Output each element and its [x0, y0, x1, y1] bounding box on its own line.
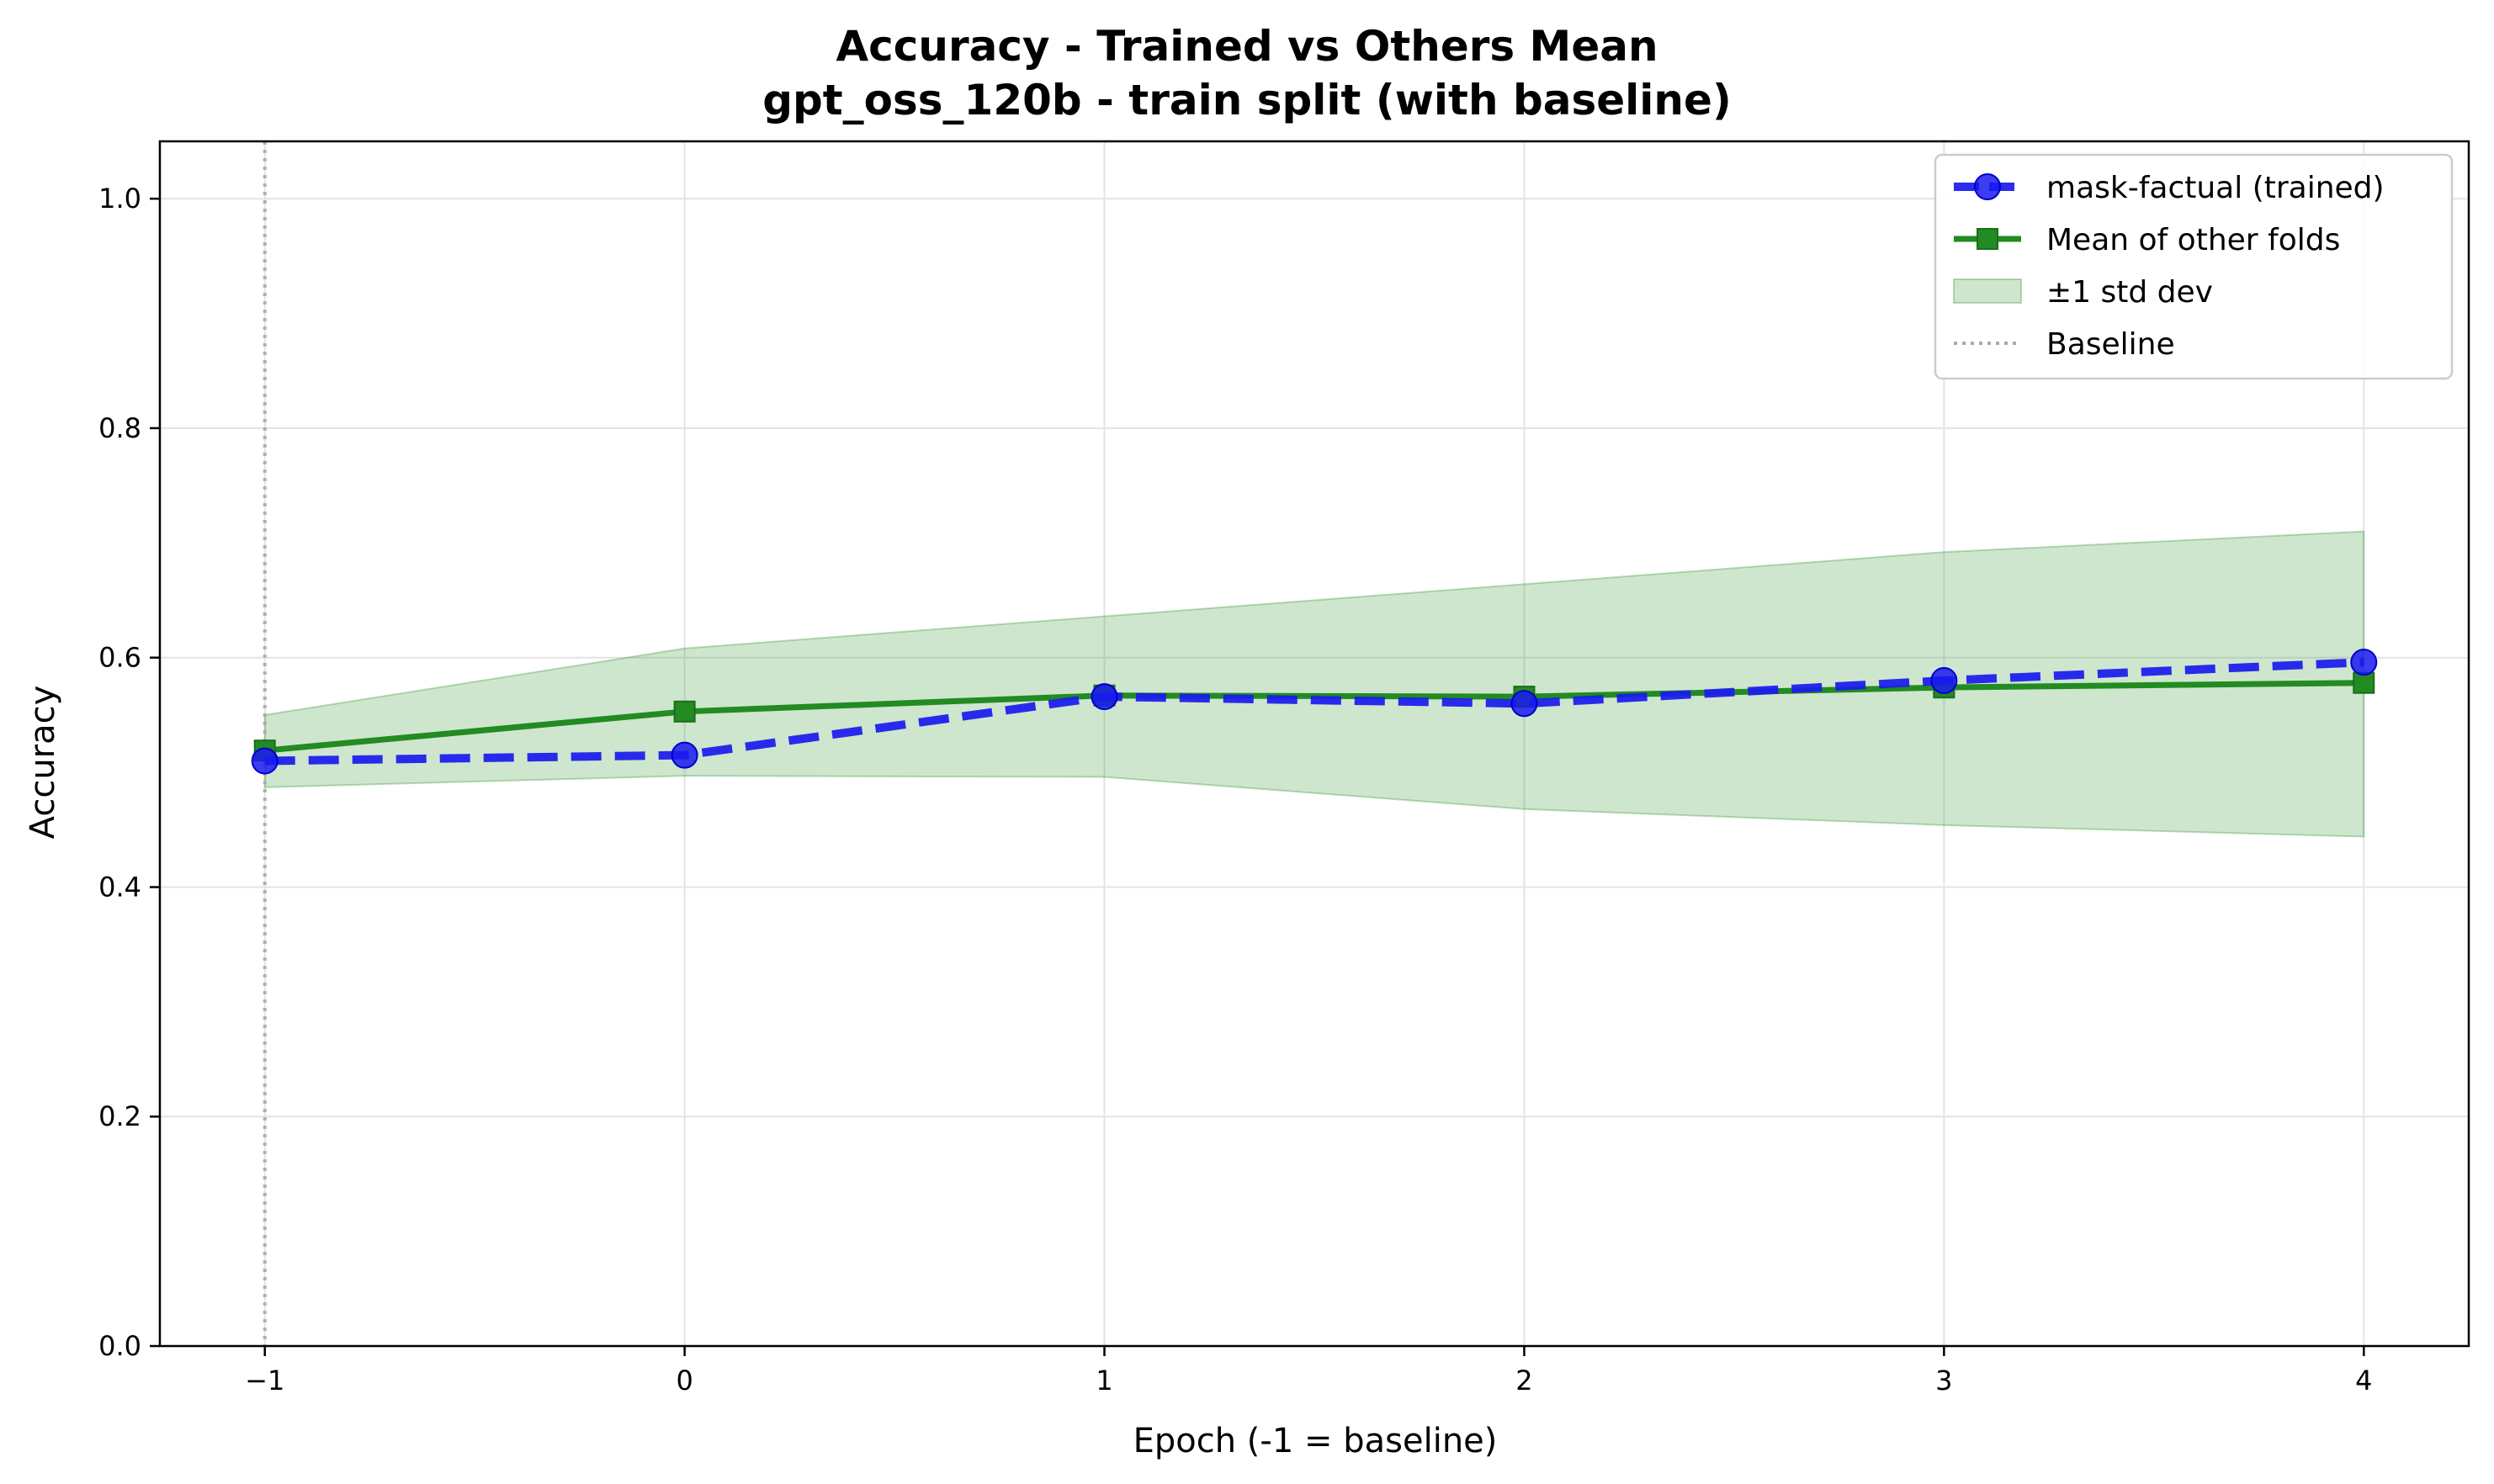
legend-label-trained: mask-factual (trained) — [2046, 171, 2385, 205]
y-tick-label-2: 0.4 — [98, 871, 141, 903]
legend-label-baseline: Baseline — [2046, 327, 2175, 362]
legend-box — [1934, 153, 2454, 380]
chart-subtitle: gpt_oss_120b - train split (with baselin… — [762, 76, 1732, 125]
y-tick-label-3: 0.6 — [98, 642, 141, 674]
point-mean-1 — [673, 700, 696, 723]
std-dev-band — [263, 530, 2365, 838]
x-tick-label-4: 3 — [1935, 1365, 1952, 1397]
x-tick-label-2: 1 — [1096, 1365, 1112, 1397]
x-axis-ticks: −1 0 1 2 3 4 — [245, 1346, 2372, 1397]
x-tick-label-3: 2 — [1515, 1365, 1532, 1397]
legend-label-mean: Mean of other folds — [2046, 223, 2340, 257]
point-trained-1 — [671, 741, 698, 769]
y-tick-label-4: 0.8 — [98, 412, 141, 444]
plot-area-frame — [158, 140, 2470, 1348]
point-trained-5 — [2350, 649, 2378, 676]
legend-label-band: ±1 std dev — [2046, 275, 2213, 310]
y-tick-label-0: 0.0 — [98, 1330, 141, 1362]
std-band-layer — [263, 530, 2365, 838]
chart-title: Accuracy - Trained vs Others Mean — [836, 22, 1658, 71]
x-tick-label-5: 4 — [2355, 1365, 2372, 1397]
series-line-trained — [264, 658, 2364, 766]
y-axis-label: Accuracy — [24, 686, 62, 840]
x-tick-label-0: −1 — [245, 1365, 284, 1397]
point-trained-4 — [1930, 666, 1958, 694]
legend: mask-factual (trained) Mean of other fold… — [1934, 153, 2454, 380]
point-trained-0 — [251, 747, 279, 775]
x-axis-label: Epoch (-1 = baseline) — [1133, 1422, 1498, 1460]
legend-handle-trained-marker — [1974, 173, 2001, 200]
point-trained-2 — [1090, 683, 1118, 711]
legend-handle-band — [1953, 278, 2022, 304]
point-trained-3 — [1510, 690, 1538, 718]
x-tick-label-1: 0 — [676, 1365, 692, 1397]
y-tick-label-1: 0.2 — [98, 1100, 141, 1132]
y-axis-ticks: 0.0 0.2 0.4 0.6 0.8 1.0 — [98, 183, 160, 1362]
series-layer — [251, 649, 2378, 775]
legend-handle-mean-marker — [1977, 228, 1998, 250]
y-tick-label-5: 1.0 — [98, 183, 141, 215]
point-mean-5 — [2353, 671, 2375, 694]
